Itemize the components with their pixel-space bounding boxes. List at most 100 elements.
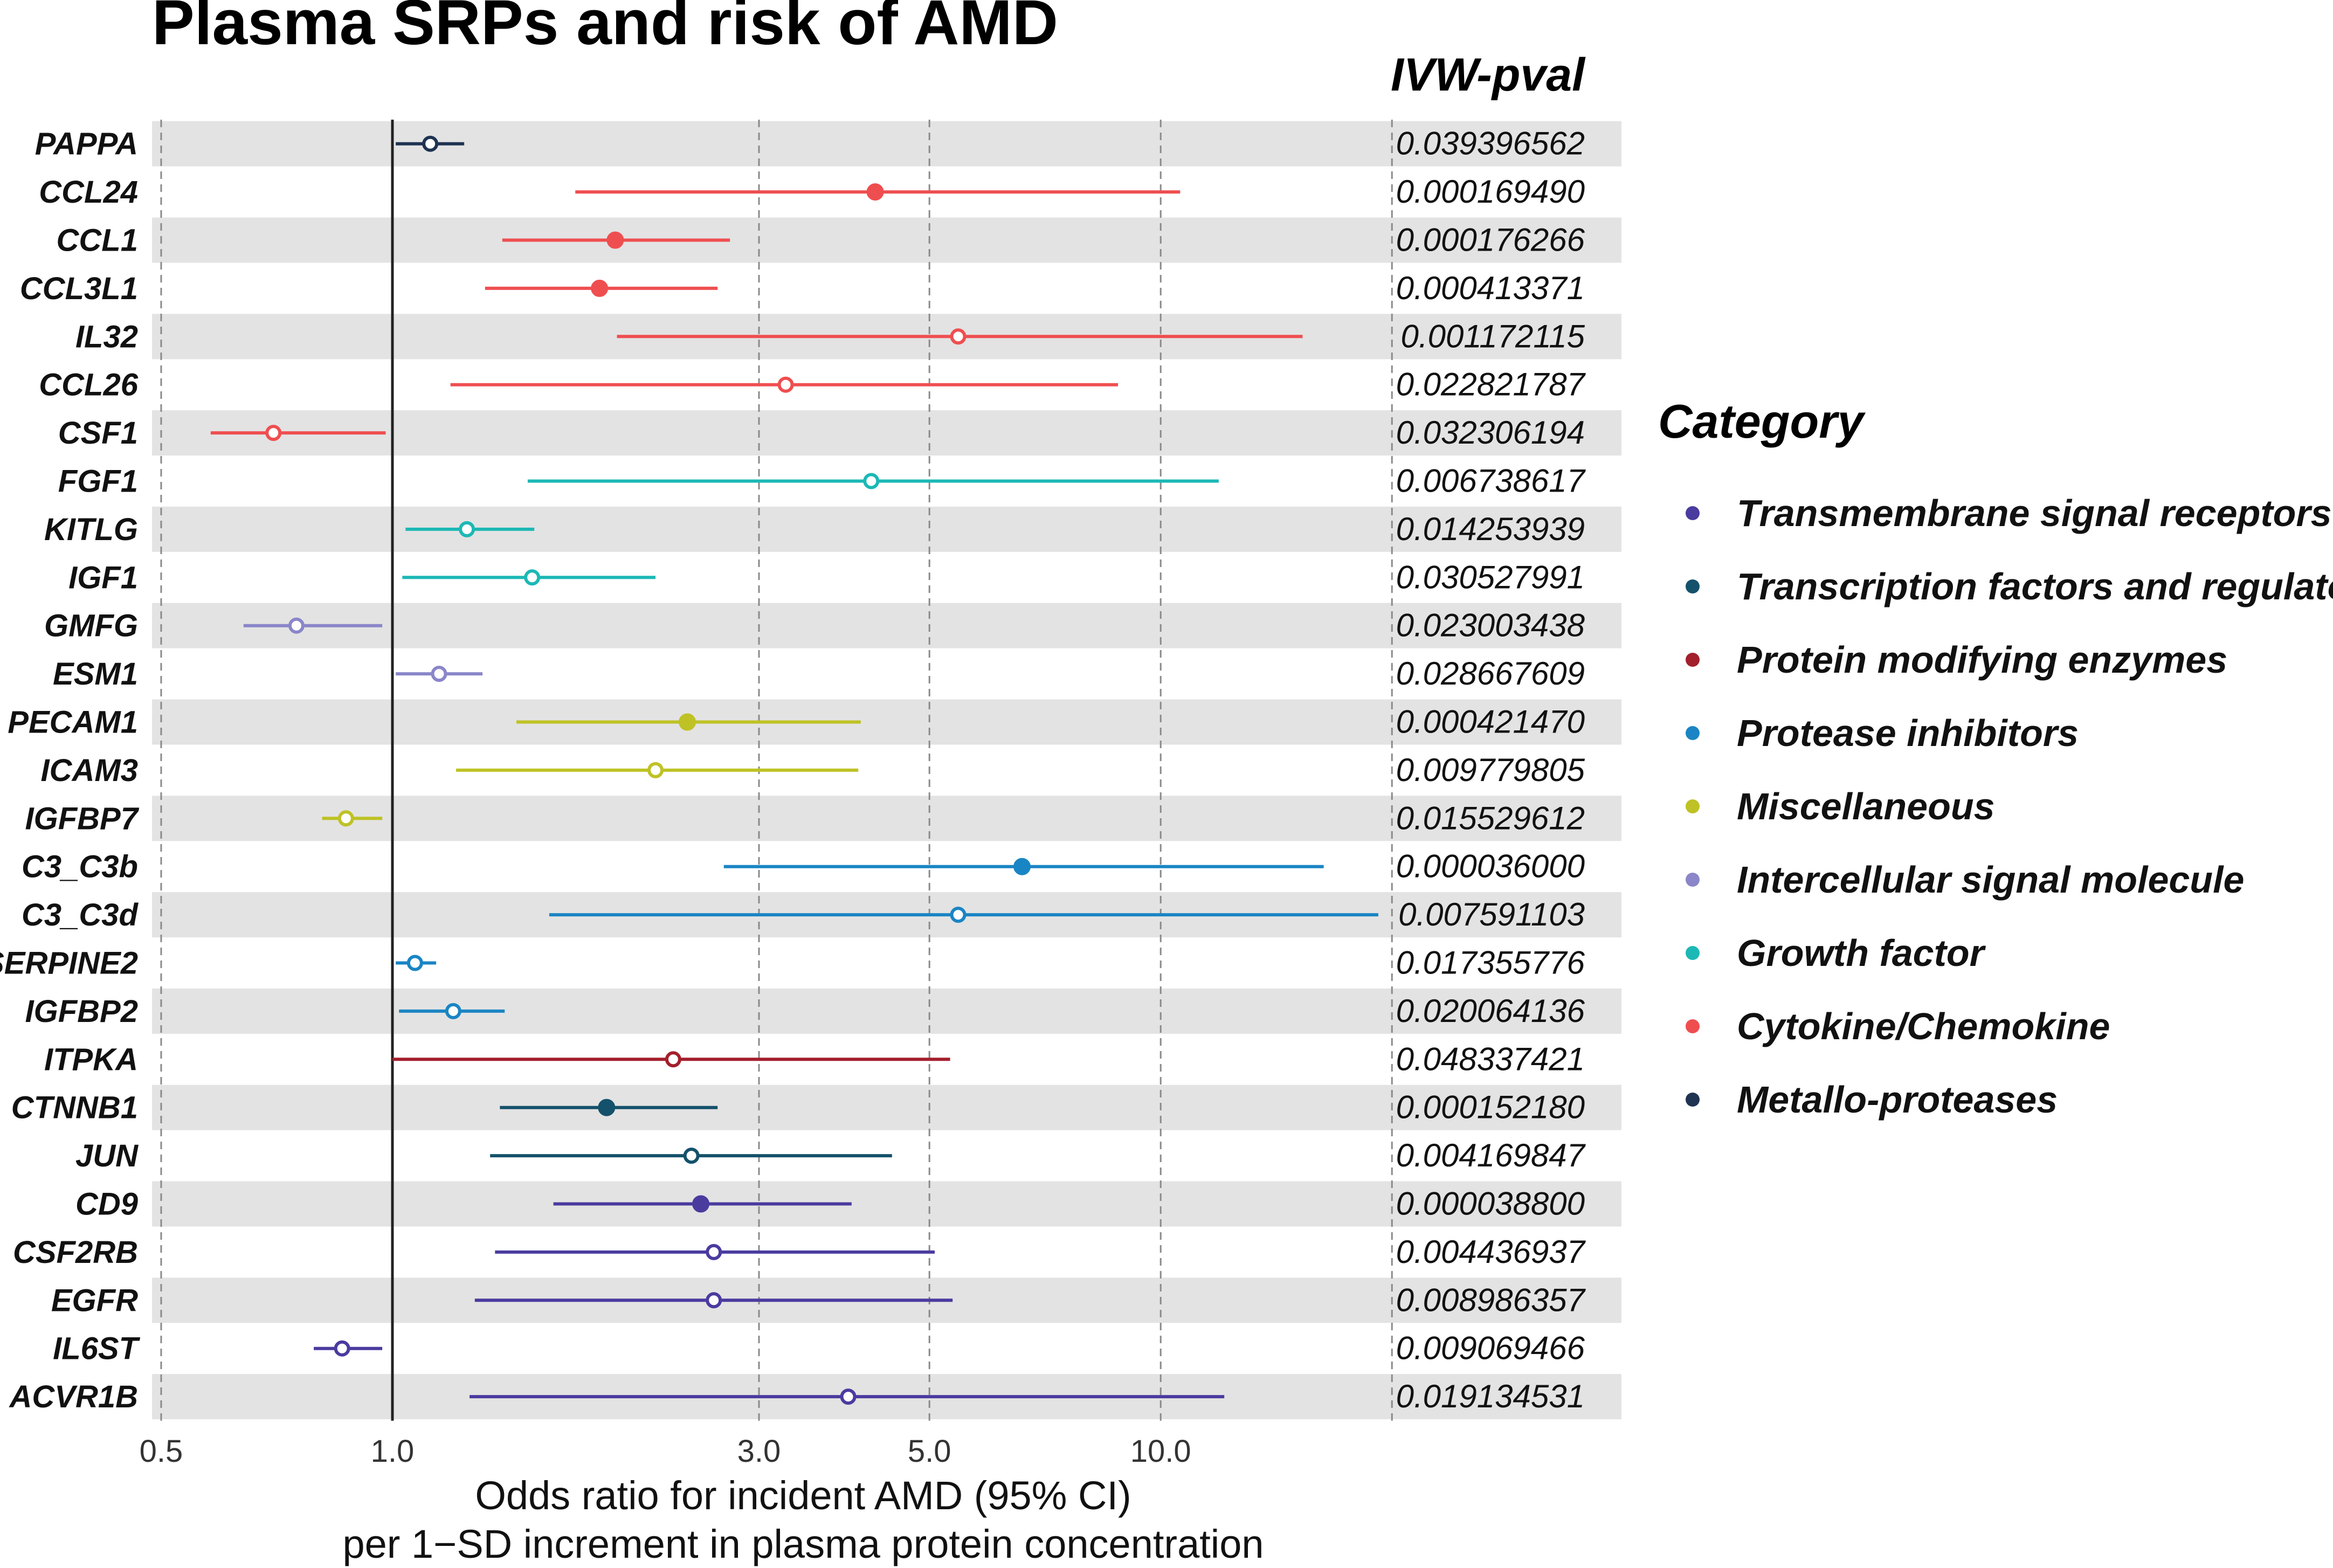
row-band — [152, 603, 1621, 648]
legend: Category Transmembrane signal receptors T… — [1658, 395, 2333, 1121]
x-axis-ticks: 0.5 1.0 3.0 5.0 10.0 — [140, 1434, 1191, 1469]
or-point — [598, 1099, 616, 1116]
legend-label: Protein modifying enzymes — [1737, 639, 2227, 681]
pval-labels: 0.039396562 0.000169490 0.000176266 0.00041… — [1396, 126, 1586, 1414]
chart-title: Plasma SRPs and risk of AMD — [152, 0, 1058, 58]
gene-label: IL32 — [75, 319, 138, 354]
legend-swatch — [1686, 873, 1700, 887]
legend-label: Growth factor — [1737, 932, 1986, 974]
legend-swatch — [1686, 1093, 1700, 1107]
gene-label: CSF2RB — [13, 1235, 138, 1270]
or-point — [406, 955, 423, 971]
gene-label: CSF1 — [58, 416, 138, 451]
gene-label: IGFBP2 — [25, 994, 139, 1029]
or-point — [706, 1292, 722, 1309]
or-point — [334, 1340, 350, 1357]
x-tick-label: 10.0 — [1130, 1434, 1191, 1469]
or-point — [265, 425, 282, 441]
or-point — [863, 473, 880, 489]
legend-title: Category — [1658, 395, 1866, 448]
x-tick-label: 5.0 — [908, 1434, 951, 1469]
legend-label: Transcription factors and regulators — [1737, 565, 2333, 607]
pval-label: 0.009779805 — [1396, 752, 1585, 788]
pval-label: 0.000421470 — [1396, 704, 1585, 740]
pval-label: 0.007591103 — [1398, 896, 1585, 932]
pval-header: IVW-pval — [1391, 49, 1586, 101]
x-tick-label: 3.0 — [737, 1434, 781, 1469]
pval-label: 0.004436937 — [1396, 1234, 1586, 1270]
row-band — [152, 796, 1621, 841]
or-point — [692, 1195, 710, 1213]
legend-label: Intercellular signal molecule — [1737, 859, 2244, 901]
gene-label: CTNNB1 — [11, 1090, 138, 1125]
x-tick-label: 1.0 — [371, 1434, 415, 1469]
legend-swatch — [1686, 799, 1700, 813]
gene-label: CCL26 — [39, 368, 138, 403]
gene-label: CD9 — [75, 1187, 138, 1222]
gene-label: ITPKA — [44, 1042, 138, 1077]
or-point — [606, 231, 624, 249]
legend-swatch — [1686, 946, 1700, 960]
legend-swatch — [1686, 726, 1700, 740]
gene-label: IGFBP7 — [25, 801, 140, 836]
pval-label: 0.019134531 — [1396, 1378, 1585, 1414]
or-point — [288, 617, 305, 634]
gene-label: EGFR — [51, 1283, 138, 1318]
gene-label: ACVR1B — [9, 1379, 139, 1414]
pval-label: 0.004169847 — [1396, 1137, 1586, 1173]
legend-label: Miscellaneous — [1737, 785, 1995, 827]
pval-label: 0.006738617 — [1396, 463, 1586, 499]
row-band — [152, 1181, 1621, 1227]
gene-label: C3_C3b — [22, 849, 138, 885]
pval-label: 0.048337421 — [1396, 1041, 1585, 1077]
gene-label: CCL24 — [39, 175, 138, 210]
pval-label: 0.020064136 — [1396, 993, 1585, 1029]
pval-label: 0.008986357 — [1396, 1282, 1586, 1318]
row-band — [152, 506, 1621, 552]
x-axis-label-line1: Odds ratio for incident AMD (95% CI) — [475, 1473, 1131, 1518]
pval-label: 0.015529612 — [1396, 800, 1585, 836]
gene-label: JUN — [75, 1138, 139, 1173]
pval-label: 0.001172115 — [1401, 318, 1585, 354]
gene-label: PECAM1 — [8, 705, 138, 740]
or-point — [422, 135, 439, 152]
pval-label: 0.000036000 — [1396, 848, 1585, 885]
row-band — [152, 699, 1621, 745]
pval-label: 0.023003438 — [1396, 607, 1585, 644]
gene-labels: PAPPA CCL24 CCL1 CCL3L1 IL32 CCL26 CSF1 FGF1 KIT… — [0, 127, 141, 1414]
legend-label: Transmembrane signal receptors — [1737, 492, 2332, 534]
pval-label: 0.030527991 — [1396, 559, 1585, 595]
legend-swatch — [1686, 506, 1700, 520]
or-point — [950, 328, 967, 345]
or-point — [950, 907, 967, 923]
pval-label: 0.017355776 — [1396, 945, 1585, 981]
row-band — [152, 1085, 1621, 1130]
x-axis-label-line2: per 1−SD increment in plasma protein con… — [342, 1522, 1264, 1566]
gene-label: SERPINE2 — [0, 946, 138, 981]
or-point — [777, 376, 794, 393]
gene-label: IGF1 — [68, 560, 138, 595]
legend-swatch — [1686, 1019, 1700, 1033]
gene-label: KITLG — [44, 512, 138, 547]
or-point — [647, 762, 664, 778]
or-point — [524, 569, 541, 586]
or-point — [866, 183, 884, 201]
pval-label: 0.000176266 — [1396, 222, 1585, 258]
pval-label: 0.000413371 — [1396, 270, 1585, 306]
or-point — [706, 1244, 722, 1260]
or-point — [840, 1389, 857, 1405]
or-point — [665, 1051, 681, 1068]
pval-label: 0.000169490 — [1396, 174, 1585, 210]
row-band — [152, 410, 1621, 456]
or-point — [459, 521, 475, 537]
or-point — [445, 1003, 461, 1019]
gene-label: FGF1 — [58, 464, 138, 499]
pval-label: 0.022821787 — [1396, 367, 1586, 403]
pval-label: 0.028667609 — [1396, 655, 1585, 692]
pval-label: 0.000038800 — [1396, 1186, 1585, 1222]
or-point — [591, 279, 609, 297]
pval-label: 0.014253939 — [1396, 511, 1585, 547]
gene-label: CCL3L1 — [20, 271, 138, 306]
or-point — [431, 666, 447, 682]
